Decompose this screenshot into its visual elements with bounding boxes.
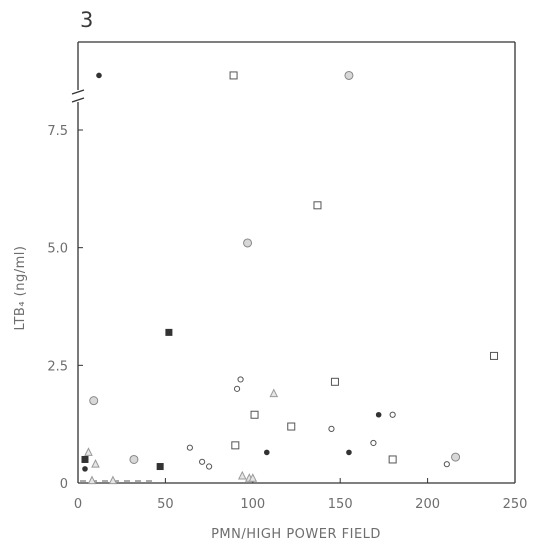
point-open-square [330, 377, 339, 386]
point-open-square [287, 422, 296, 431]
point-dotted-circle [89, 396, 99, 406]
point-open-circle [233, 385, 241, 392]
point-open-circle [237, 376, 244, 383]
y-tick-label: 7.5 [47, 124, 68, 139]
point-filled-square [165, 328, 173, 336]
plot-frame [71, 41, 516, 484]
point-open-square [490, 351, 499, 360]
point-open-square [388, 455, 397, 464]
panel-label: 3 [80, 8, 93, 32]
y-axis-break-mark [71, 89, 85, 95]
point-open-circle [389, 411, 396, 418]
y-tick-label: 0 [60, 477, 68, 492]
point-open-circle [206, 463, 213, 470]
x-tick-label: 200 [415, 497, 440, 512]
point-open-circle [370, 439, 377, 447]
point-open-circle [443, 461, 450, 468]
point-open-circle [328, 425, 335, 432]
x-axis-title: PMN/HIGH POWER FIELD [211, 527, 381, 542]
point-open-square [231, 441, 240, 450]
point-open-square [313, 201, 322, 210]
point-filled-square [156, 463, 164, 471]
point-open-triangle [87, 475, 97, 485]
point-filled-circle [375, 411, 382, 418]
x-tick-label: 0 [74, 497, 82, 512]
data-points [81, 70, 499, 485]
point-open-square [229, 71, 238, 80]
point-open-triangle [91, 459, 100, 468]
point-open-circle [186, 444, 193, 451]
x-tick-label: 100 [240, 497, 265, 512]
point-open-triangle [238, 470, 247, 480]
point-dotted-circle [243, 238, 253, 248]
point-dotted-circle [451, 452, 461, 462]
x-tick-label: 250 [503, 497, 528, 512]
y-tick-label: 2.5 [47, 359, 68, 374]
y-axis-ticks: 0 2.5 5.0 7.5 [47, 124, 83, 492]
y-tick-label: 5.0 [47, 242, 68, 257]
point-filled-square [81, 455, 89, 463]
x-tick-label: 50 [157, 497, 174, 512]
point-filled-circle [96, 72, 102, 79]
point-open-triangle [248, 473, 258, 482]
x-axis-ticks: 0 50 100 150 200 250 [74, 478, 528, 512]
point-filled-circle [263, 449, 270, 456]
point-dotted-circle [129, 454, 139, 464]
x-tick-label: 150 [328, 497, 353, 512]
y-axis-title: LTB₄ (ng/ml) [13, 246, 28, 331]
point-filled-circle [82, 466, 88, 472]
point-open-triangle [84, 447, 93, 456]
y-axis-break-mark [71, 97, 85, 103]
point-open-square [250, 410, 259, 419]
point-dotted-circle [344, 70, 354, 80]
point-filled-circle [346, 449, 352, 456]
point-open-triangle [108, 475, 118, 485]
point-open-circle [199, 458, 206, 465]
point-open-triangle [269, 388, 279, 398]
